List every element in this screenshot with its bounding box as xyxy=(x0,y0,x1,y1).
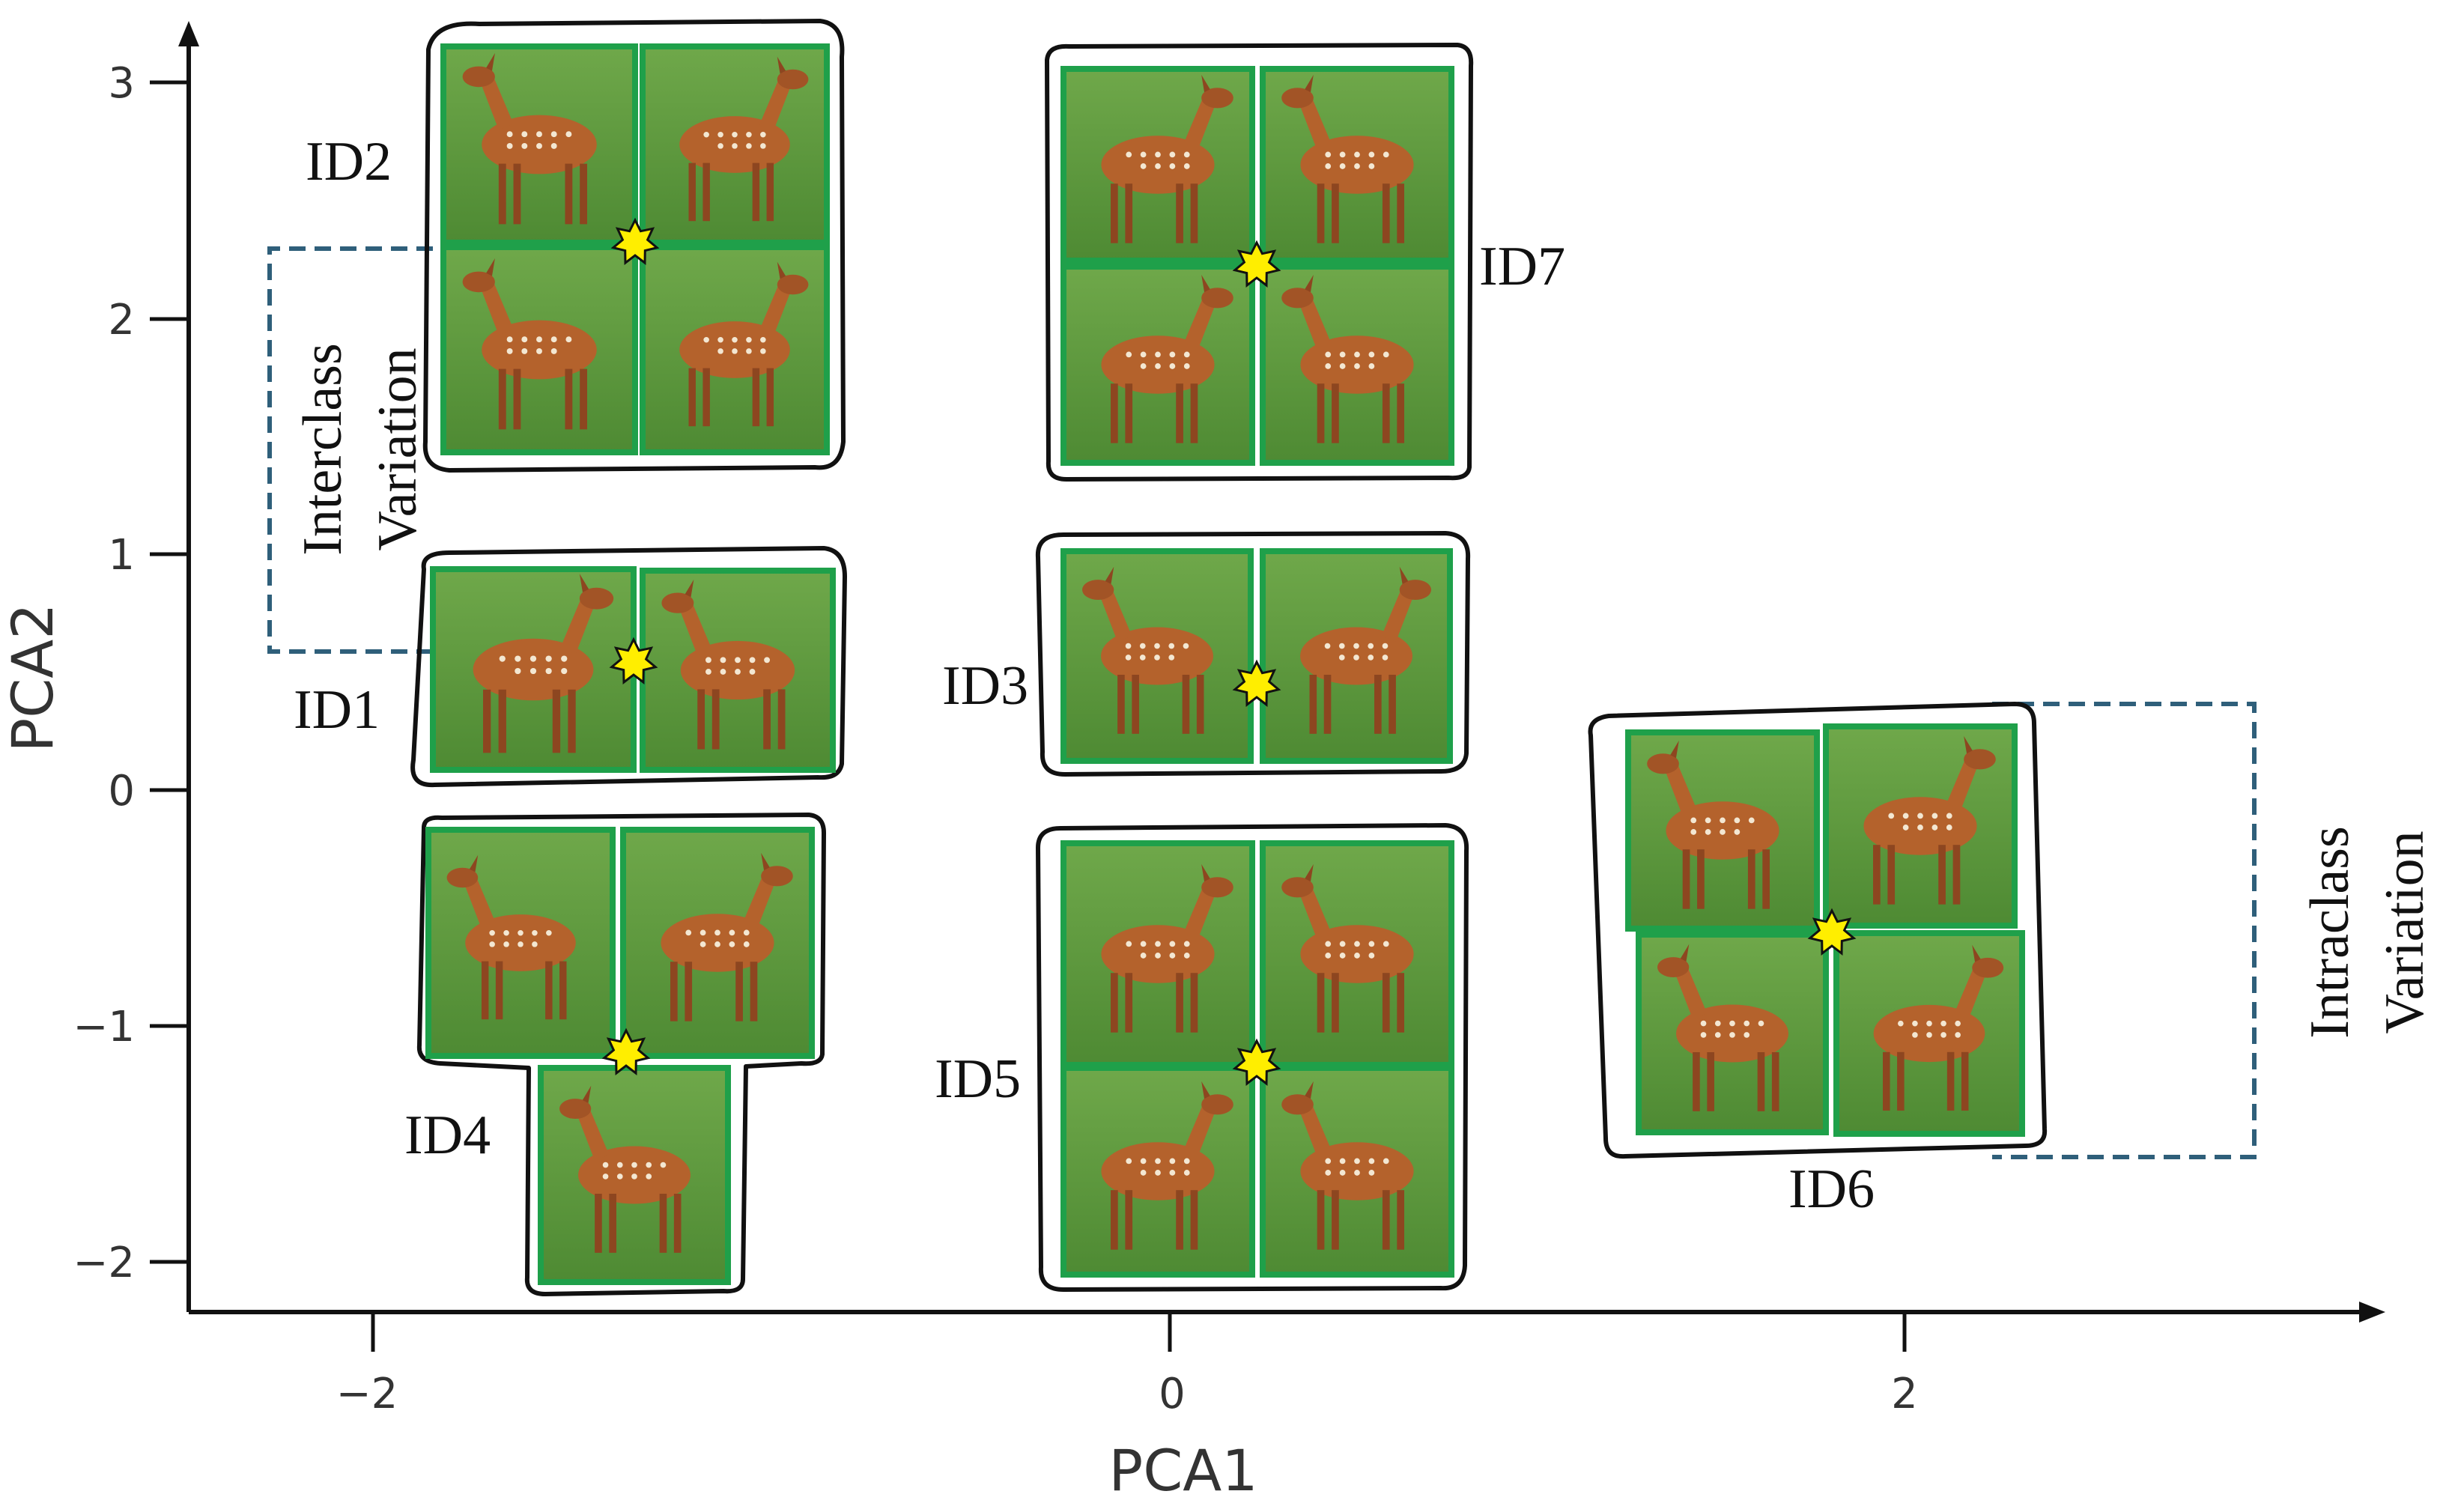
group-outline-id6 xyxy=(1588,702,2048,1159)
group-label-id2: ID2 xyxy=(306,131,392,192)
deer-photo xyxy=(1060,1065,1255,1278)
interclass-label: Interclass Variation xyxy=(292,343,428,556)
deer-photo xyxy=(1260,548,1453,764)
group-outline-id7 xyxy=(1045,43,1474,482)
deer-photo xyxy=(640,244,830,455)
deer-photo xyxy=(440,43,638,246)
star-icon xyxy=(601,1027,651,1076)
deer-photo xyxy=(538,1065,731,1285)
deer-photo xyxy=(1060,840,1255,1068)
deer-photo xyxy=(1060,66,1255,264)
intraclass-label-line1: Intraclass xyxy=(2299,826,2361,1039)
intraclass-label-line2: Variation xyxy=(2374,831,2436,1033)
intraclass-label: Intraclass Variation xyxy=(2299,826,2436,1039)
star-icon xyxy=(1232,240,1281,288)
x-ticks: −2 0 2 xyxy=(336,1312,1918,1418)
y-ticks: 3 2 1 0 −1 −2 xyxy=(73,59,189,1287)
y-tick-label: 2 xyxy=(108,296,135,344)
x-tick-label: 0 xyxy=(1159,1370,1186,1418)
interclass-label-line1: Interclass xyxy=(292,343,353,556)
x-tick-label: 2 xyxy=(1891,1370,1918,1418)
y-tick-label: 0 xyxy=(108,767,135,816)
x-axis-title: PCA1 xyxy=(1108,1437,1257,1504)
deer-photo xyxy=(1260,264,1454,466)
deer-photo xyxy=(1260,66,1454,264)
group-label-id7: ID7 xyxy=(1479,236,1565,297)
group-outline-id4 xyxy=(416,813,826,1296)
centroid-stars xyxy=(601,217,1857,1087)
group-label-id4: ID4 xyxy=(404,1105,491,1166)
y-axis-title: PCA2 xyxy=(0,603,66,752)
deer-photo xyxy=(425,827,616,1059)
star-icon xyxy=(610,217,660,266)
intraclass-bracket xyxy=(1992,702,2257,1159)
deer-photo xyxy=(640,43,830,246)
deer-photo xyxy=(1260,1065,1454,1278)
y-axis-arrow xyxy=(178,21,199,46)
group-outline-id2 xyxy=(422,19,846,473)
deer-photo xyxy=(640,568,836,773)
deer-photo xyxy=(1823,723,2018,929)
star-icon xyxy=(609,637,658,685)
deer-photo xyxy=(1833,930,2025,1137)
deer-photo xyxy=(1060,548,1254,764)
star-icon xyxy=(1232,659,1281,708)
deer-photo xyxy=(620,827,815,1059)
deer-photo xyxy=(1260,840,1454,1068)
group-label-id1: ID1 xyxy=(294,679,380,741)
group-label-id3: ID3 xyxy=(942,655,1028,717)
x-axis-arrow xyxy=(2359,1302,2385,1323)
group-outline-id5 xyxy=(1036,823,1469,1292)
photo-grid xyxy=(425,43,2025,1285)
y-tick-label: 3 xyxy=(108,59,135,108)
deer-photo xyxy=(1060,264,1255,466)
y-tick-label: −1 xyxy=(73,1003,135,1051)
group-label-id5: ID5 xyxy=(935,1048,1021,1110)
group-label-id6: ID6 xyxy=(1788,1159,1875,1220)
star-icon xyxy=(1807,908,1857,956)
deer-photo xyxy=(440,244,638,455)
axes: 3 2 1 0 −1 −2 −2 0 2 PCA1 PCA2 xyxy=(0,21,2385,1504)
interclass-label-line2: Variation xyxy=(367,347,428,550)
group-outline-id1 xyxy=(410,546,847,788)
deer-photo xyxy=(430,566,637,773)
x-tick-label: −2 xyxy=(336,1370,398,1418)
id-labels: ID2 ID1 ID4 ID7 ID3 ID5 ID6 xyxy=(294,131,1875,1220)
deer-photo xyxy=(1625,729,1820,932)
star-icon xyxy=(1232,1038,1281,1087)
y-tick-label: −2 xyxy=(73,1239,135,1287)
group-outline-id3 xyxy=(1035,531,1471,777)
deer-photo xyxy=(1636,932,1829,1135)
y-tick-label: 1 xyxy=(108,531,135,580)
